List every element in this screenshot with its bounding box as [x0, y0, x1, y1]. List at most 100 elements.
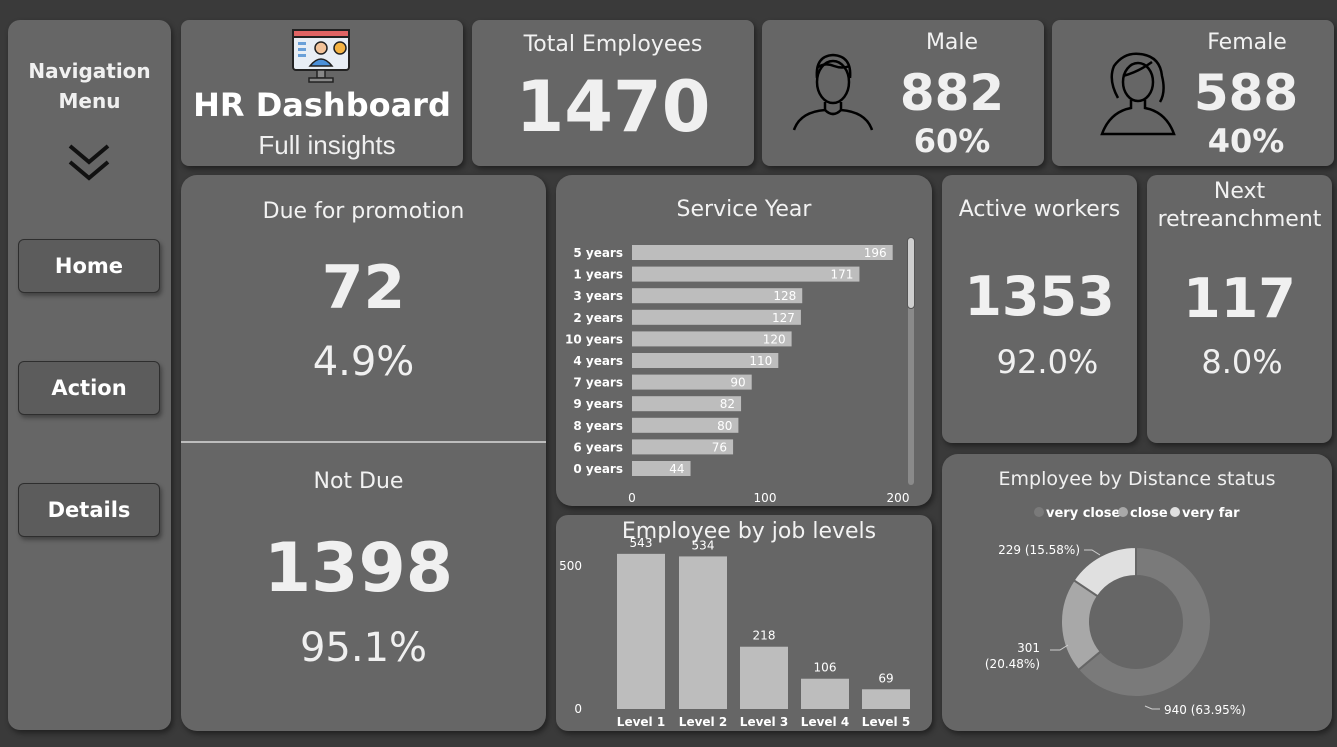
promotion-card: Due for promotion 72 4.9% Not Due 1398 9…: [181, 175, 546, 731]
active-workers-label: Active workers: [958, 197, 1121, 222]
job-levels-bar[interactable]: [617, 553, 665, 709]
service-year-value-label: 82: [720, 397, 735, 411]
active-workers-value: 1353: [964, 265, 1115, 328]
retrenchment-label: Next retreanchment: [1157, 179, 1322, 232]
female-label: Female: [1207, 30, 1287, 55]
service-year-category-label: 8 years: [573, 419, 623, 433]
leader-line: [1050, 644, 1069, 651]
scrollbar[interactable]: [907, 237, 915, 485]
job-levels-y-tick: 0: [574, 702, 582, 716]
service-year-bar[interactable]: [632, 417, 739, 433]
service-year-category-label: 1 years: [573, 268, 623, 282]
distance-status-title: Employee by Distance status: [998, 468, 1276, 490]
due-value: 72: [321, 253, 406, 323]
service-year-category-label: 7 years: [573, 376, 623, 390]
details-button[interactable]: Details: [18, 483, 160, 537]
service-year-category-label: 5 years: [573, 246, 623, 260]
service-year-bar[interactable]: [632, 266, 860, 282]
distance-status-chart: very close close very far 940 (63.95%) 301 (2…: [985, 506, 1246, 717]
service-year-bar[interactable]: [632, 309, 801, 325]
donut-data-label: 301: [1017, 641, 1040, 655]
service-year-bar[interactable]: [632, 331, 792, 347]
service-year-value-label: 44: [669, 462, 684, 476]
service-year-value-label: 196: [864, 246, 887, 260]
distance-status-card: Employee by Distance status very close cl…: [942, 454, 1332, 731]
service-year-bar[interactable]: [632, 439, 734, 455]
service-year-value-label: 127: [772, 311, 795, 325]
job-levels-bar[interactable]: [862, 689, 910, 709]
service-year-value-label: 110: [749, 354, 772, 368]
job-levels-value-label: 543: [630, 536, 653, 550]
service-year-category-label: 3 years: [573, 289, 623, 303]
male-label: Male: [925, 30, 979, 55]
service-year-bar[interactable]: [632, 288, 803, 304]
legend-marker: [1034, 507, 1044, 517]
service-year-value-label: 128: [773, 289, 796, 303]
service-year-value-label: 171: [831, 268, 854, 282]
active-workers-card: Active workers 1353 92.0%: [942, 175, 1137, 443]
female-percent: 40%: [1207, 122, 1285, 160]
service-year-category-label: 2 years: [573, 311, 623, 325]
service-year-x-tick: 200: [887, 491, 910, 505]
job-levels-bar[interactable]: [801, 678, 849, 709]
home-button[interactable]: Home: [18, 239, 160, 293]
service-year-bar[interactable]: [632, 353, 779, 368]
donut-slice[interactable]: [1072, 545, 1137, 598]
service-year-bar[interactable]: [632, 374, 752, 390]
not-due-label: Not Due: [313, 469, 404, 494]
male-percent: 60%: [913, 122, 991, 160]
service-year-category-label: 0 years: [573, 462, 623, 476]
service-year-value-label: 120: [763, 332, 786, 346]
service-year-x-tick: 0: [628, 491, 636, 505]
job-levels-category-label: Level 4: [801, 715, 849, 729]
service-year-category-label: 10 years: [565, 332, 623, 346]
active-workers-percent: 92.0%: [996, 343, 1099, 381]
retrenchment-card: Next retreanchment 117 8.0%: [1147, 175, 1332, 443]
donut-data-label: 940 (63.95%): [1164, 703, 1246, 717]
service-year-bar[interactable]: [632, 461, 691, 476]
retrenchment-percent: 8.0%: [1201, 343, 1283, 381]
not-due-value: 1398: [263, 529, 454, 608]
legend-label: very far: [1182, 506, 1240, 521]
service-year-category-label: 9 years: [573, 397, 623, 411]
legend-label: close: [1130, 506, 1168, 521]
chevron-down-icon[interactable]: [66, 140, 112, 186]
due-percent: 4.9%: [312, 339, 415, 385]
donut-data-label: 229 (15.58%): [998, 543, 1080, 557]
action-button[interactable]: Action: [18, 361, 160, 415]
leader-line: [1084, 549, 1101, 556]
service-year-category-label: 6 years: [573, 440, 623, 454]
legend-label: very close: [1046, 506, 1121, 521]
job-levels-value-label: 534: [692, 538, 715, 552]
job-levels-y-tick: 500: [559, 559, 582, 573]
job-levels-card: Employee by job levels 0 500 543 Level 1 534…: [556, 515, 932, 731]
job-levels-bar[interactable]: [740, 646, 788, 709]
male-person-icon: [790, 50, 876, 136]
service-year-bar[interactable]: [632, 245, 893, 260]
service-year-value-label: 90: [730, 376, 745, 390]
donut-slice[interactable]: [1076, 545, 1212, 698]
navigation-panel: Navigation Menu Home Action Details: [8, 20, 171, 730]
job-levels-title: Employee by job levels: [621, 519, 877, 544]
divider: [181, 441, 546, 443]
job-levels-value-label: 218: [753, 629, 776, 643]
page-subtitle: Full insights: [258, 130, 396, 160]
service-year-x-tick: 100: [754, 491, 777, 505]
service-year-card: Service Year 5 years 196 1 years 171 3 years…: [556, 175, 932, 506]
service-year-bar[interactable]: [632, 396, 742, 412]
service-year-title: Service Year: [676, 197, 812, 222]
retrenchment-value: 117: [1183, 267, 1296, 330]
job-levels-category-label: Level 3: [740, 715, 788, 729]
total-employees-label: Total Employees: [523, 32, 703, 57]
due-label: Due for promotion: [262, 199, 465, 224]
not-due-percent: 95.1%: [299, 625, 428, 671]
female-value: 588: [1193, 64, 1299, 122]
scrollbar-thumb[interactable]: [907, 237, 915, 309]
job-levels-category-label: Level 1: [617, 715, 665, 729]
job-levels-bar[interactable]: [679, 556, 727, 709]
male-card: Male 882 60%: [762, 20, 1044, 166]
male-value: 882: [899, 64, 1005, 122]
job-levels-category-label: Level 2: [679, 715, 727, 729]
header-card: HR Dashboard Full insights: [181, 20, 463, 166]
donut-data-label: (20.48%): [985, 657, 1040, 671]
